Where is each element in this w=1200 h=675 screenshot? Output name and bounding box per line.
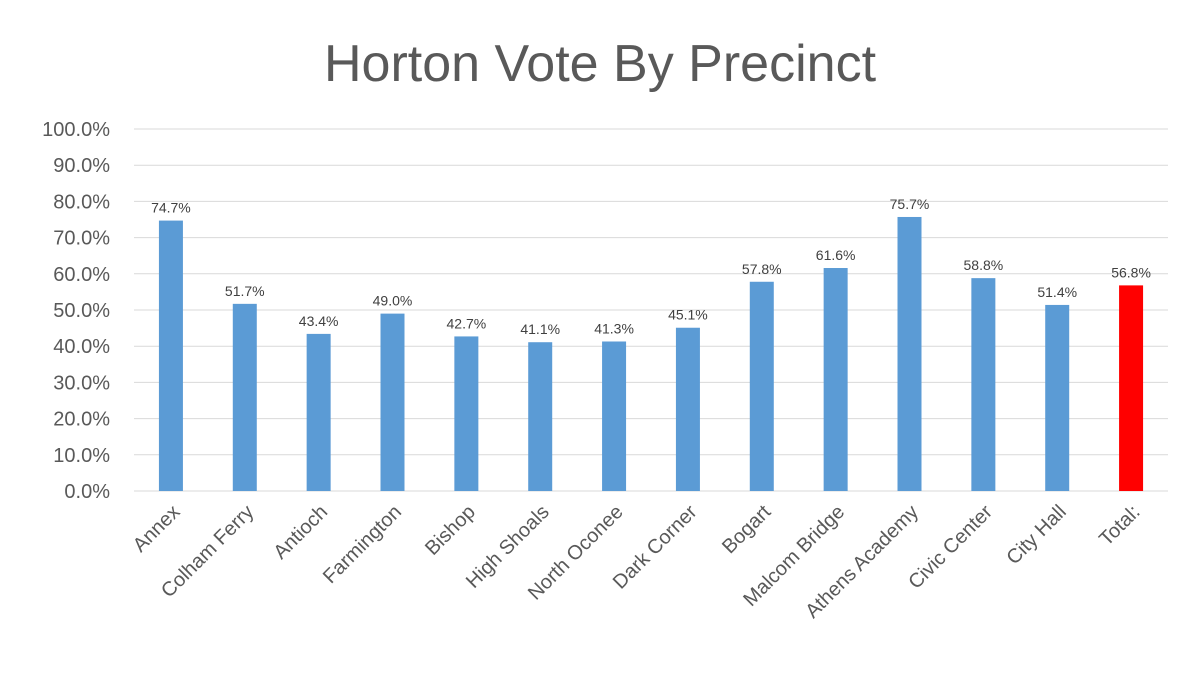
bar	[232, 303, 257, 491]
bar	[454, 336, 479, 491]
bar	[1045, 304, 1070, 491]
bar	[158, 220, 183, 491]
bar	[675, 327, 700, 491]
data-label: 74.7%	[151, 200, 191, 216]
bar	[380, 313, 405, 491]
y-tick-label: 70.0%	[53, 228, 110, 250]
bar	[602, 341, 627, 491]
y-tick-label: 90.0%	[53, 155, 110, 177]
data-label: 51.7%	[225, 283, 265, 299]
chart-title: Horton Vote By Precinct	[323, 35, 877, 93]
data-label: 56.8%	[1111, 264, 1151, 280]
category-label: Bishop	[421, 501, 480, 560]
y-tick-label: 100.0%	[42, 119, 110, 141]
category-label: Bogart	[718, 501, 776, 559]
data-label: 51.4%	[1037, 284, 1077, 300]
bar	[823, 268, 848, 491]
data-label: 43.4%	[299, 313, 339, 329]
data-label: 58.8%	[964, 257, 1004, 273]
bar	[897, 216, 922, 491]
y-tick-label: 40.0%	[53, 336, 110, 358]
data-label: 57.8%	[742, 261, 782, 277]
y-tick-label: 0.0%	[64, 481, 110, 503]
category-label: City Hall	[1003, 501, 1071, 569]
category-label: Antioch	[269, 501, 332, 564]
category-label: Total:	[1095, 501, 1144, 550]
bar-total	[1119, 285, 1144, 491]
data-label: 75.7%	[890, 196, 930, 212]
category-label: Annex	[129, 501, 185, 557]
data-label: 61.6%	[816, 247, 856, 263]
y-tick-label: 60.0%	[53, 264, 110, 286]
data-label: 41.3%	[594, 320, 634, 336]
data-label: 41.1%	[520, 321, 560, 337]
data-label: 42.7%	[447, 315, 487, 331]
category-label: Farmington	[319, 501, 406, 588]
bar	[749, 281, 774, 491]
y-tick-label: 20.0%	[53, 409, 110, 431]
bar	[306, 333, 331, 491]
y-tick-label: 10.0%	[53, 445, 110, 467]
y-tick-label: 30.0%	[53, 372, 110, 394]
data-label: 45.1%	[668, 307, 708, 323]
data-label: 49.0%	[373, 293, 413, 309]
bar	[971, 278, 996, 491]
bar	[528, 342, 553, 491]
y-tick-label: 50.0%	[53, 300, 110, 322]
y-tick-label: 80.0%	[53, 191, 110, 213]
